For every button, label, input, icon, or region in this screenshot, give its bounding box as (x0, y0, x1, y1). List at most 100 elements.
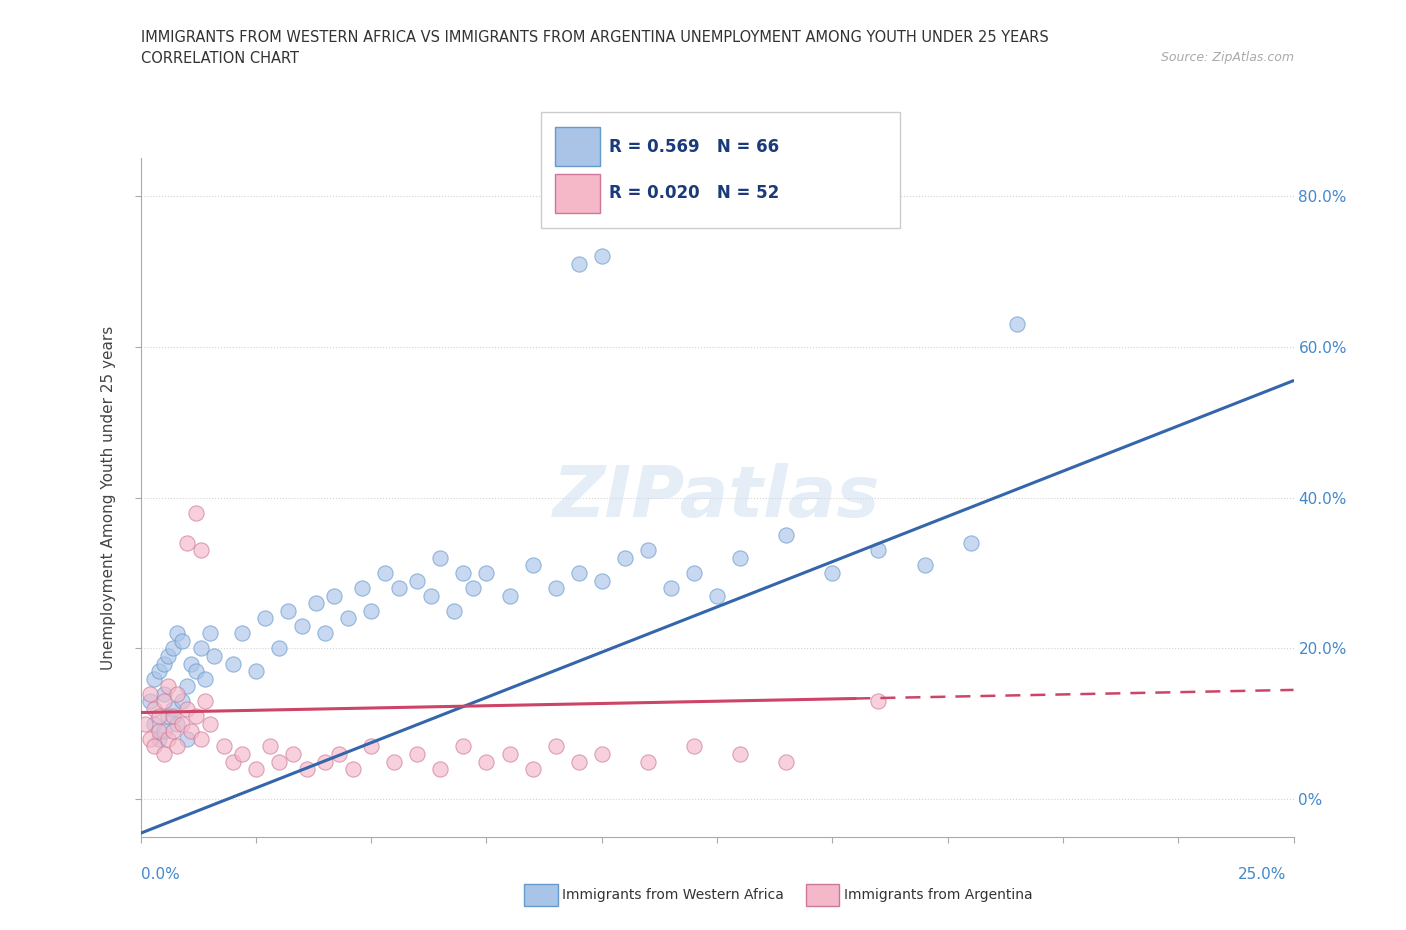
Point (162, 641, 184, 656)
Text: 25.0%: 25.0% (1239, 867, 1286, 882)
Point (148, 664, 170, 679)
Point (176, 732, 198, 747)
Point (176, 701, 198, 716)
Point (143, 701, 166, 716)
Point (544, 580, 567, 595)
Point (184, 709, 207, 724)
Point (222, 754, 245, 769)
Point (591, 573, 613, 588)
Point (591, 248, 613, 263)
Text: R = 0.569   N = 66: R = 0.569 N = 66 (609, 138, 779, 156)
Text: IMMIGRANTS FROM WESTERN AFRICA VS IMMIGRANTS FROM ARGENTINA UNEMPLOYMENT AMONG Y: IMMIGRANTS FROM WESTERN AFRICA VS IMMIGR… (141, 30, 1049, 45)
Point (180, 724, 202, 738)
Point (180, 656, 202, 671)
Point (350, 580, 373, 595)
Point (429, 551, 451, 565)
Y-axis label: Unemployment Among Youth under 25 years: Unemployment Among Youth under 25 years (101, 326, 117, 670)
Point (342, 762, 364, 777)
Point (162, 701, 184, 716)
Point (314, 754, 336, 769)
Point (254, 611, 277, 626)
Point (194, 694, 217, 709)
Point (374, 565, 396, 580)
Point (1005, 316, 1028, 331)
Point (139, 732, 162, 747)
Point (337, 611, 360, 626)
Text: ZIPatlas: ZIPatlas (554, 463, 880, 532)
Point (305, 596, 328, 611)
Point (683, 739, 706, 754)
Point (166, 739, 188, 754)
Point (148, 709, 170, 724)
Point (291, 618, 314, 633)
Point (522, 762, 544, 777)
Point (728, 747, 751, 762)
Point (190, 641, 212, 656)
Point (613, 551, 636, 565)
Point (139, 686, 162, 701)
Point (659, 580, 682, 595)
Point (198, 716, 221, 731)
Point (706, 588, 728, 603)
Point (314, 626, 336, 641)
Point (683, 565, 706, 580)
Text: Source: ZipAtlas.com: Source: ZipAtlas.com (1160, 51, 1294, 64)
Point (157, 709, 180, 724)
Point (222, 656, 245, 671)
Point (775, 754, 797, 769)
Point (775, 528, 797, 543)
Point (914, 558, 936, 573)
Point (190, 732, 212, 747)
Point (406, 747, 429, 762)
Point (148, 732, 170, 747)
Point (157, 732, 180, 747)
Point (728, 551, 751, 565)
Point (157, 679, 180, 694)
Point (429, 762, 451, 777)
Point (568, 754, 591, 769)
Text: R = 0.020   N = 52: R = 0.020 N = 52 (609, 184, 779, 203)
Point (868, 543, 890, 558)
Point (360, 739, 382, 754)
Point (231, 747, 253, 762)
Point (162, 724, 184, 738)
Point (176, 679, 198, 694)
Point (162, 709, 184, 724)
Point (184, 664, 207, 679)
Point (453, 739, 475, 754)
Point (323, 588, 346, 603)
Point (544, 739, 567, 754)
Point (152, 694, 174, 709)
Point (453, 565, 475, 580)
Text: Immigrants from Argentina: Immigrants from Argentina (844, 887, 1032, 902)
Point (166, 686, 188, 701)
Point (959, 536, 981, 551)
Point (176, 536, 198, 551)
Point (591, 747, 613, 762)
Point (388, 580, 411, 595)
Point (143, 716, 166, 731)
Point (443, 604, 465, 618)
Point (868, 694, 890, 709)
Point (637, 543, 659, 558)
Point (360, 604, 382, 618)
Point (152, 656, 174, 671)
Point (406, 573, 429, 588)
Point (166, 626, 188, 641)
Point (148, 724, 170, 738)
Text: CORRELATION CHART: CORRELATION CHART (141, 51, 298, 66)
Point (475, 565, 498, 580)
Point (143, 739, 166, 754)
Point (277, 604, 299, 618)
Point (568, 257, 591, 272)
Point (821, 565, 844, 580)
Point (420, 588, 443, 603)
Point (267, 754, 290, 769)
Point (475, 754, 498, 769)
Point (498, 588, 520, 603)
Point (198, 626, 221, 641)
Point (184, 505, 207, 520)
Point (212, 739, 235, 754)
Point (498, 747, 520, 762)
Point (328, 747, 350, 762)
